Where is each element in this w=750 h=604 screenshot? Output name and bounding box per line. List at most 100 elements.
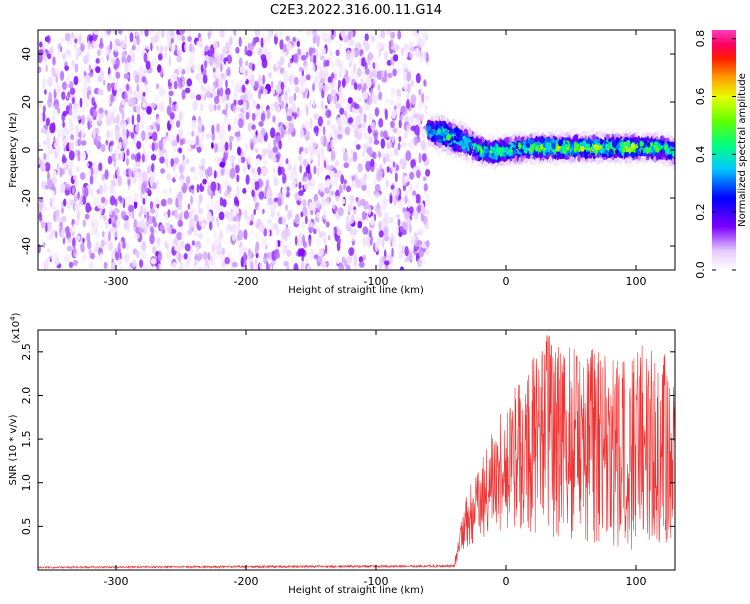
noise-speckle <box>327 37 332 45</box>
noise-speckle <box>242 101 247 113</box>
noise-speckle <box>216 123 220 133</box>
noise-speckle <box>134 74 140 84</box>
noise-speckle <box>219 122 225 129</box>
noise-speckle <box>357 163 363 173</box>
noise-speckle <box>361 71 366 77</box>
noise-speckle <box>87 161 93 169</box>
noise-speckle <box>355 115 361 126</box>
signal-speckle <box>426 125 432 132</box>
noise-speckle <box>55 76 59 83</box>
signal-speckle <box>583 162 589 170</box>
noise-speckle <box>94 218 100 229</box>
noise-speckle <box>191 130 195 137</box>
noise-speckle <box>77 210 80 221</box>
noise-speckle <box>111 218 116 225</box>
signal-speckle <box>624 151 628 158</box>
signal-speckle <box>561 167 565 171</box>
signal-speckle <box>632 165 636 170</box>
noise-speckle <box>390 232 394 239</box>
signal-speckle <box>524 130 528 135</box>
noise-speckle <box>70 199 75 206</box>
noise-speckle <box>269 204 276 212</box>
noise-speckle <box>267 230 271 236</box>
noise-speckle <box>130 132 135 139</box>
noise-speckle <box>183 210 189 220</box>
noise-speckle <box>234 213 240 222</box>
noise-speckle <box>391 134 395 143</box>
signal-speckle <box>626 126 630 131</box>
noise-speckle <box>86 232 91 243</box>
noise-speckle <box>111 105 118 114</box>
noise-speckle <box>230 79 235 87</box>
noise-speckle <box>156 45 160 51</box>
noise-speckle <box>144 84 149 90</box>
signal-speckle <box>595 157 599 164</box>
signal-speckle <box>471 158 475 164</box>
signal-speckle <box>548 157 551 164</box>
noise-speckle <box>266 192 269 200</box>
noise-speckle <box>298 30 303 34</box>
noise-speckle <box>115 219 121 228</box>
noise-speckle <box>273 177 279 187</box>
noise-speckle <box>181 35 185 42</box>
noise-speckle <box>317 158 321 168</box>
noise-speckle <box>210 259 216 267</box>
noise-speckle <box>110 140 114 146</box>
noise-speckle <box>193 214 199 222</box>
noise-speckle <box>270 127 276 139</box>
noise-speckle <box>176 34 182 41</box>
signal-speckle <box>581 130 586 138</box>
noise-speckle <box>270 80 274 88</box>
signal-speckle <box>555 128 559 133</box>
noise-speckle <box>299 165 303 174</box>
signal-speckle <box>657 121 661 129</box>
signal-speckle <box>571 146 574 151</box>
noise-speckle <box>167 38 171 48</box>
noise-speckle <box>82 194 87 205</box>
noise-speckle <box>325 109 332 119</box>
noise-speckle <box>362 226 369 235</box>
noise-speckle <box>142 263 148 270</box>
signal-speckle <box>458 129 463 134</box>
noise-speckle <box>378 91 382 100</box>
noise-speckle <box>276 106 281 114</box>
noise-speckle <box>84 98 90 107</box>
signal-speckle <box>436 117 440 121</box>
noise-speckle <box>190 195 194 206</box>
noise-speckle <box>316 237 321 246</box>
noise-speckle <box>200 102 204 112</box>
noise-speckle <box>91 119 96 128</box>
signal-speckle <box>584 152 589 159</box>
noise-speckle <box>124 57 128 64</box>
noise-speckle <box>404 175 410 183</box>
noise-speckle <box>178 112 181 124</box>
noise-speckle <box>150 258 157 265</box>
signal-speckle <box>491 153 495 157</box>
noise-speckle <box>257 74 263 85</box>
signal-speckle <box>448 130 452 134</box>
noise-speckle <box>73 174 78 181</box>
noise-speckle <box>234 131 241 137</box>
noise-speckle <box>228 135 234 141</box>
noise-speckle <box>285 106 289 118</box>
noise-speckle <box>362 91 369 100</box>
noise-speckle <box>239 65 246 74</box>
noise-speckle <box>326 196 330 206</box>
noise-speckle <box>413 113 419 119</box>
noise-speckle <box>143 69 147 75</box>
noise-speckle <box>215 168 221 179</box>
noise-speckle <box>311 251 315 258</box>
noise-speckle <box>358 127 364 134</box>
noise-speckle <box>84 162 90 168</box>
noise-speckle <box>390 184 395 190</box>
noise-speckle <box>66 245 73 252</box>
signal-speckle <box>535 151 538 156</box>
noise-speckle <box>420 139 426 151</box>
noise-speckle <box>71 97 75 105</box>
noise-speckle <box>366 145 372 156</box>
noise-speckle <box>370 122 376 131</box>
noise-speckle <box>397 142 401 151</box>
signal-speckle <box>535 135 538 143</box>
noise-speckle <box>360 77 364 85</box>
noise-speckle <box>275 226 280 236</box>
